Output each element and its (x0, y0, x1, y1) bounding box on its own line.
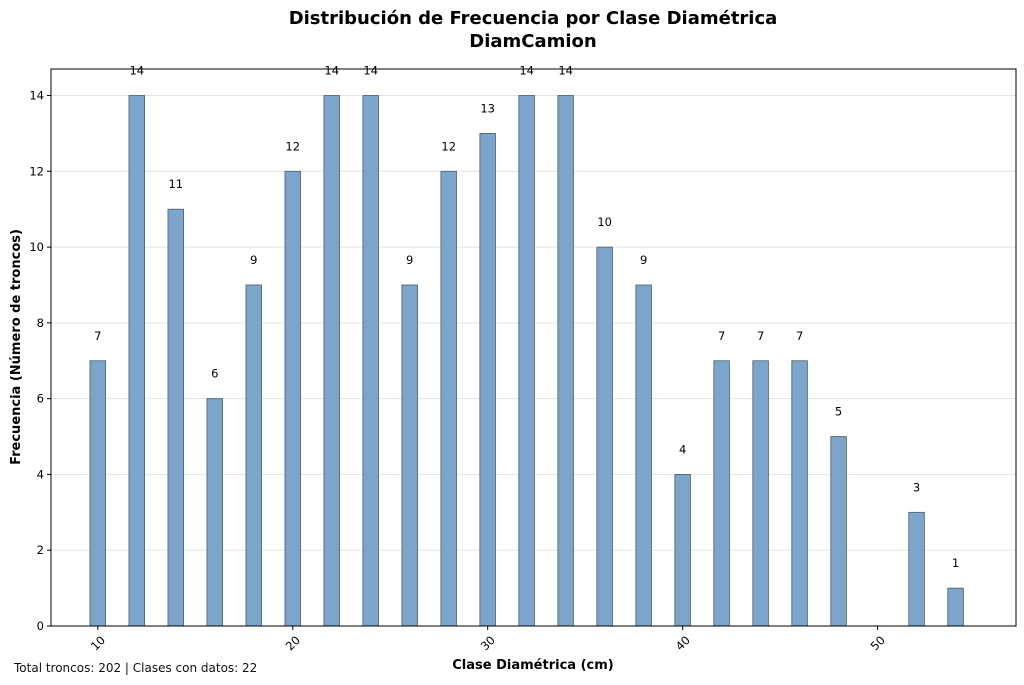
bar (206, 398, 223, 627)
bar-value-label: 7 (757, 329, 764, 343)
bar (128, 95, 145, 627)
bar (596, 246, 613, 627)
bar-value-label: 9 (406, 253, 413, 267)
x-axis-label: Clase Diamétrica (cm) (452, 658, 613, 673)
bar (479, 133, 496, 627)
y-tick-label: 4 (37, 467, 44, 481)
bar (245, 284, 262, 627)
y-tick-label: 10 (29, 240, 44, 254)
x-tick-label: 20 (283, 633, 303, 653)
bar-value-label: 14 (519, 64, 534, 78)
bar-value-label: 9 (250, 253, 257, 267)
bar (791, 360, 808, 627)
y-tick-label: 12 (29, 164, 44, 178)
bar (440, 170, 457, 627)
bars (89, 95, 964, 627)
plot-frame (50, 68, 1017, 627)
bar (284, 170, 301, 627)
bar-value-label: 13 (480, 101, 495, 115)
bar-value-label: 11 (168, 177, 183, 191)
bar-value-label: 14 (558, 64, 573, 78)
bar (830, 436, 847, 627)
y-tick-label: 14 (29, 89, 44, 103)
bar (908, 511, 925, 627)
bar-value-label: 6 (211, 367, 218, 381)
y-tick-label: 2 (37, 543, 44, 557)
x-tick-label: 50 (868, 633, 888, 653)
chart-title: Distribución de Frecuencia por Clase Dia… (289, 8, 778, 29)
bar-value-label: 14 (129, 64, 144, 78)
bar-value-label: 4 (679, 442, 686, 456)
bar-value-label: 3 (913, 480, 920, 494)
data-labels: 7 14 11 6 9 12 14 14 9 12 13 14 14 10 9 4 7 7 7 5 3 1 (94, 64, 959, 571)
bar (674, 474, 691, 627)
bar-value-label: 5 (835, 405, 842, 419)
x-tick-label: 30 (478, 633, 498, 653)
y-tick-label: 8 (37, 316, 44, 330)
bar-value-label: 7 (796, 329, 803, 343)
bar-value-label: 14 (324, 64, 339, 78)
bar-value-label: 1 (952, 556, 959, 570)
bar (89, 360, 106, 627)
x-tick-label: 40 (673, 633, 693, 653)
chart-subtitle: DiamCamion (469, 31, 596, 52)
x-tick-label: 10 (88, 633, 108, 653)
bar (635, 284, 652, 627)
summary-footer: Total troncos: 202 | Clases con datos: 2… (14, 661, 258, 675)
bar (518, 95, 535, 627)
bar-value-label: 12 (441, 139, 456, 153)
bar (323, 95, 340, 627)
bar (401, 284, 418, 627)
bar-value-label: 12 (285, 139, 300, 153)
bar (752, 360, 769, 627)
bar-value-label: 7 (718, 329, 725, 343)
bar (362, 95, 379, 627)
bar (947, 587, 964, 627)
bar (167, 208, 184, 627)
bar-value-label: 7 (94, 329, 101, 343)
bar-value-label: 14 (363, 64, 378, 78)
bar (713, 360, 730, 627)
y-tick-label: 0 (37, 619, 44, 633)
bar-value-label: 9 (640, 253, 647, 267)
bar-value-label: 10 (597, 215, 612, 229)
y-axis-label: Frecuencia (Número de troncos) (9, 229, 24, 465)
y-tick-label: 6 (37, 392, 44, 406)
bar (557, 95, 574, 627)
